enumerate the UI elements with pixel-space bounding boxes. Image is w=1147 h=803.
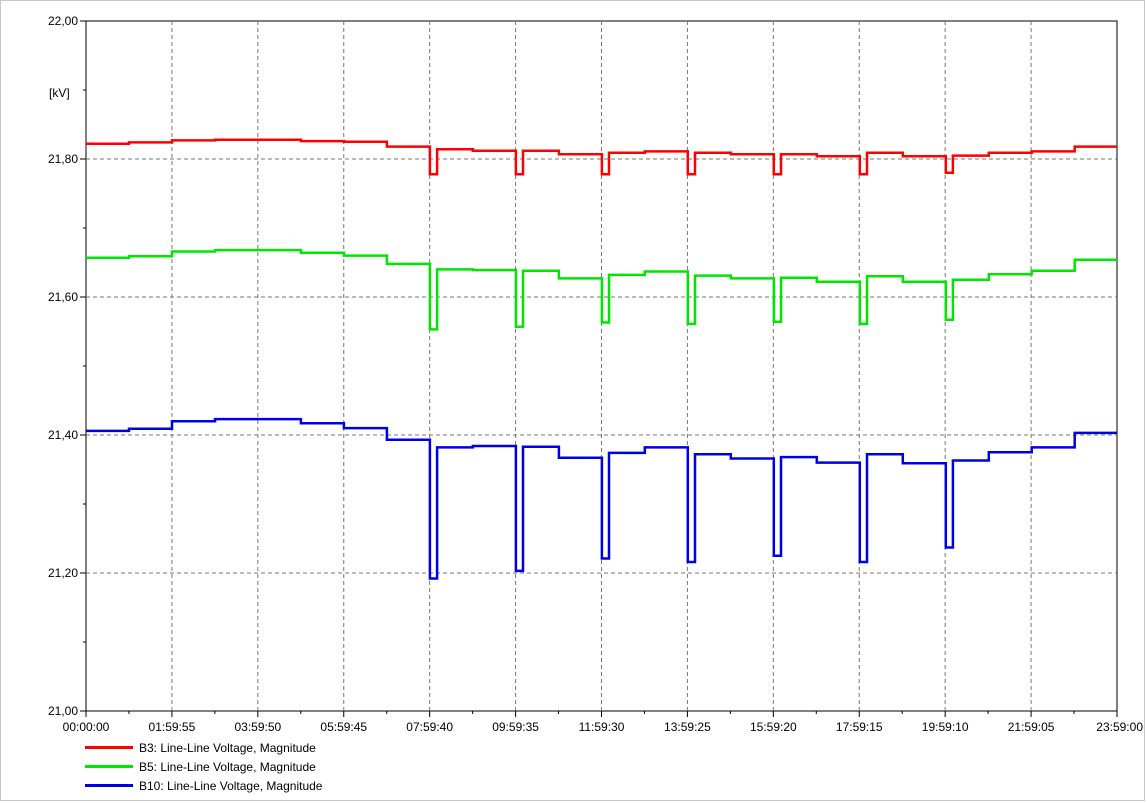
x-tick-label: 13:59:25 xyxy=(664,720,711,734)
y-tick-label: 21,20 xyxy=(48,566,78,580)
series-line-b5 xyxy=(86,248,1117,331)
legend-item-b3: B3: Line-Line Voltage, Magnitude xyxy=(85,738,322,757)
y-tick-label: 22,00 xyxy=(48,14,78,28)
legend: B3: Line-Line Voltage, Magnitude B5: Lin… xyxy=(85,738,322,795)
x-tick-label: 11:59:30 xyxy=(579,720,625,734)
x-tick-label: 17:59:15 xyxy=(836,720,883,734)
y-tick-label: 21,40 xyxy=(48,428,78,442)
x-tick-label: 03:59:50 xyxy=(234,720,281,734)
x-tick-label: 19:59:10 xyxy=(922,720,969,734)
series-line-b3 xyxy=(86,138,1117,176)
x-tick-label: 01:59:55 xyxy=(149,720,196,734)
x-tick-label: 07:59:40 xyxy=(406,720,453,734)
x-tick-label: 09:59:35 xyxy=(492,720,539,734)
legend-label-b10: B10: Line-Line Voltage, Magnitude xyxy=(139,778,323,793)
grid-lines xyxy=(86,21,1117,711)
y-axis-unit-label: [kV] xyxy=(49,86,70,100)
legend-label-b3: B3: Line-Line Voltage, Magnitude xyxy=(139,740,316,755)
legend-item-b10: B10: Line-Line Voltage, Magnitude xyxy=(85,776,322,795)
y-tick-label: 21,80 xyxy=(48,152,78,166)
x-tick-label: 23:59:00 xyxy=(1096,720,1143,734)
legend-swatch-b10 xyxy=(85,784,133,787)
x-tick-label: 05:59:45 xyxy=(320,720,367,734)
series-line-b10 xyxy=(86,417,1117,580)
x-tick-label: 00:00:00 xyxy=(63,720,110,734)
y-axis-ticks: 21,00 21,20 21,40 21,60 21,80 22,00 xyxy=(48,14,86,718)
legend-item-b5: B5: Line-Line Voltage, Magnitude xyxy=(85,757,322,776)
legend-swatch-b5 xyxy=(85,765,133,768)
y-tick-label: 21,00 xyxy=(48,704,78,718)
series-group xyxy=(86,138,1117,580)
legend-label-b5: B5: Line-Line Voltage, Magnitude xyxy=(139,759,316,774)
x-tick-label: 15:59:20 xyxy=(750,720,797,734)
legend-swatch-b3 xyxy=(85,746,133,749)
x-tick-label: 21:59:05 xyxy=(1008,720,1055,734)
x-axis-ticks: 00:00:00 01:59:55 03:59:50 05:59:45 07:59:40… xyxy=(63,711,1143,734)
y-tick-label: 21,60 xyxy=(48,290,78,304)
